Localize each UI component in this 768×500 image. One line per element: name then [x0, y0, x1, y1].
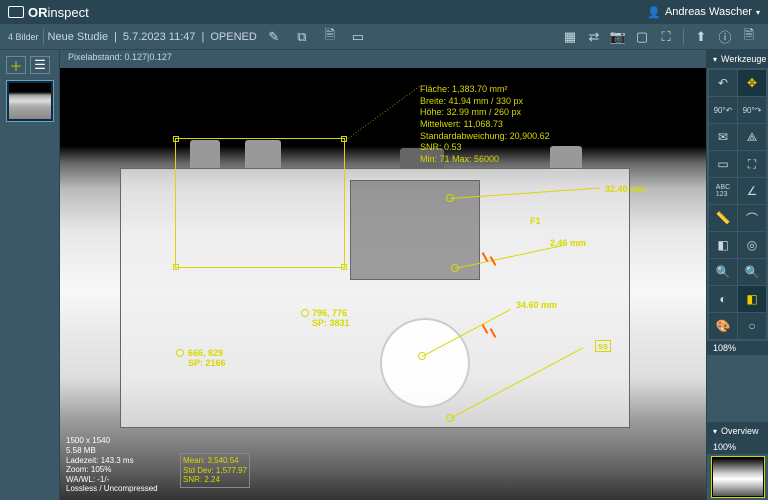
user-menu[interactable]: 👤 Andreas Wascher ▾ — [647, 6, 760, 19]
tools-header[interactable]: Werkzeuge — [707, 50, 768, 68]
rotate-left-tool[interactable]: 90°↶ — [709, 97, 737, 123]
screen-icon[interactable]: ⛶ — [655, 27, 677, 47]
selection-stats: Fläche: 1,383.70 mm² Breite: 41.94 mm / … — [420, 84, 550, 166]
list-button[interactable]: ☰ — [30, 56, 50, 74]
edit-icon[interactable]: ✎ — [263, 27, 285, 47]
tools-panel: Werkzeuge ↶ ✥ 90°↶ 90°↷ ✉ ⟁ ▭ ⛶ ABC 123 … — [706, 50, 768, 500]
up-icon[interactable]: ⬆ — [690, 27, 712, 47]
doc2-icon[interactable]: 🗎 — [738, 27, 760, 47]
window-icon[interactable]: ▭ — [347, 27, 369, 47]
point-2: 666, 829 SP: 2166 — [188, 348, 226, 368]
overview-header[interactable]: Overview — [707, 422, 768, 440]
viewer: Pixelabstand: 0.127|0.127 Fläche: 1,383.… — [60, 50, 706, 500]
flip-tool[interactable]: ⟁ — [738, 124, 766, 150]
study-name: Neue Studie — [48, 31, 109, 43]
window-tool[interactable]: ◧ — [738, 286, 766, 312]
rect-icon[interactable]: ▢ — [631, 27, 653, 47]
copy-icon[interactable]: ⧉ — [291, 27, 313, 47]
thumbnail-1[interactable] — [6, 80, 54, 122]
overview-pct: 100% — [707, 440, 768, 454]
zoom-out-tool[interactable]: 🔍 — [738, 259, 766, 285]
study-datetime: 5.7.2023 11:47 — [123, 31, 196, 43]
mail-tool[interactable]: ✉ — [709, 124, 737, 150]
logo-icon — [8, 6, 24, 18]
xray-image-area[interactable]: Fläche: 1,383.70 mm² Breite: 41.94 mm / … — [60, 68, 706, 500]
rect-tool[interactable]: ▭ — [709, 151, 737, 177]
user-name: Andreas Wascher — [665, 6, 752, 18]
titlebar: ORinspect 👤 Andreas Wascher ▾ — [0, 0, 768, 24]
add-button[interactable]: ＋ — [6, 56, 26, 74]
rotate-right-tool[interactable]: 90°↷ — [738, 97, 766, 123]
expand-tool[interactable]: ⛶ — [738, 151, 766, 177]
toolbar: 4 Bilder Neue Studie | 5.7.2023 11:47 | … — [0, 24, 768, 50]
angle-tool[interactable]: ∠ — [738, 178, 766, 204]
grid-icon[interactable]: ▦ — [559, 27, 581, 47]
curve-tool[interactable]: ⌒ — [738, 205, 766, 231]
shuffle-icon[interactable]: ⇄ — [583, 27, 605, 47]
ss-label: ss — [595, 340, 611, 352]
palette-tool[interactable]: 🎨 — [709, 313, 737, 339]
pixel-distance: Pixelabstand: 0.127|0.127 — [60, 50, 706, 68]
image-stats: Mean: 3,540.54 Std Dev: 1,577.97 SNR: 2.… — [180, 453, 250, 488]
doc-icon[interactable]: 🗎 — [319, 27, 341, 47]
image-info: 1500 x 1540 5.58 MB Ladezeit: 143.3 ms Z… — [66, 436, 158, 494]
eraser-tool[interactable]: ◧ — [709, 232, 737, 258]
zoom-in-tool[interactable]: 🔍 — [709, 259, 737, 285]
move-tool[interactable]: ✥ — [738, 70, 766, 96]
images-count: 4 Bilder — [8, 32, 39, 42]
f1-label: F1 — [530, 216, 541, 226]
sidebar: ＋ ☰ — [0, 50, 60, 500]
contrast-tool[interactable]: ◐ — [709, 286, 737, 312]
chevron-down-icon: ▾ — [756, 8, 760, 17]
user-icon: 👤 — [647, 6, 661, 19]
text-tool[interactable]: ABC 123 — [709, 178, 737, 204]
target-tool[interactable]: ◎ — [738, 232, 766, 258]
app-logo: ORinspect — [8, 5, 89, 20]
circle-tool[interactable]: ○ — [738, 313, 766, 339]
zoom-value: 108% — [707, 341, 768, 355]
study-status: OPENED — [210, 31, 256, 43]
measurement-1: 32.40 mm — [605, 184, 646, 194]
camera-icon[interactable]: 📷 — [607, 27, 629, 47]
point-1: 796, 776 SP: 3831 — [312, 308, 350, 328]
undo-tool[interactable]: ↶ — [709, 70, 737, 96]
ruler-tool[interactable]: 📏 — [709, 205, 737, 231]
info-circle-icon[interactable]: ⓘ — [714, 27, 736, 47]
overview-thumbnail[interactable] — [711, 456, 765, 498]
measurement-2: 2.46 mm — [550, 238, 586, 248]
measurement-3: 34.60 mm — [516, 300, 557, 310]
selection-box[interactable] — [175, 138, 345, 268]
